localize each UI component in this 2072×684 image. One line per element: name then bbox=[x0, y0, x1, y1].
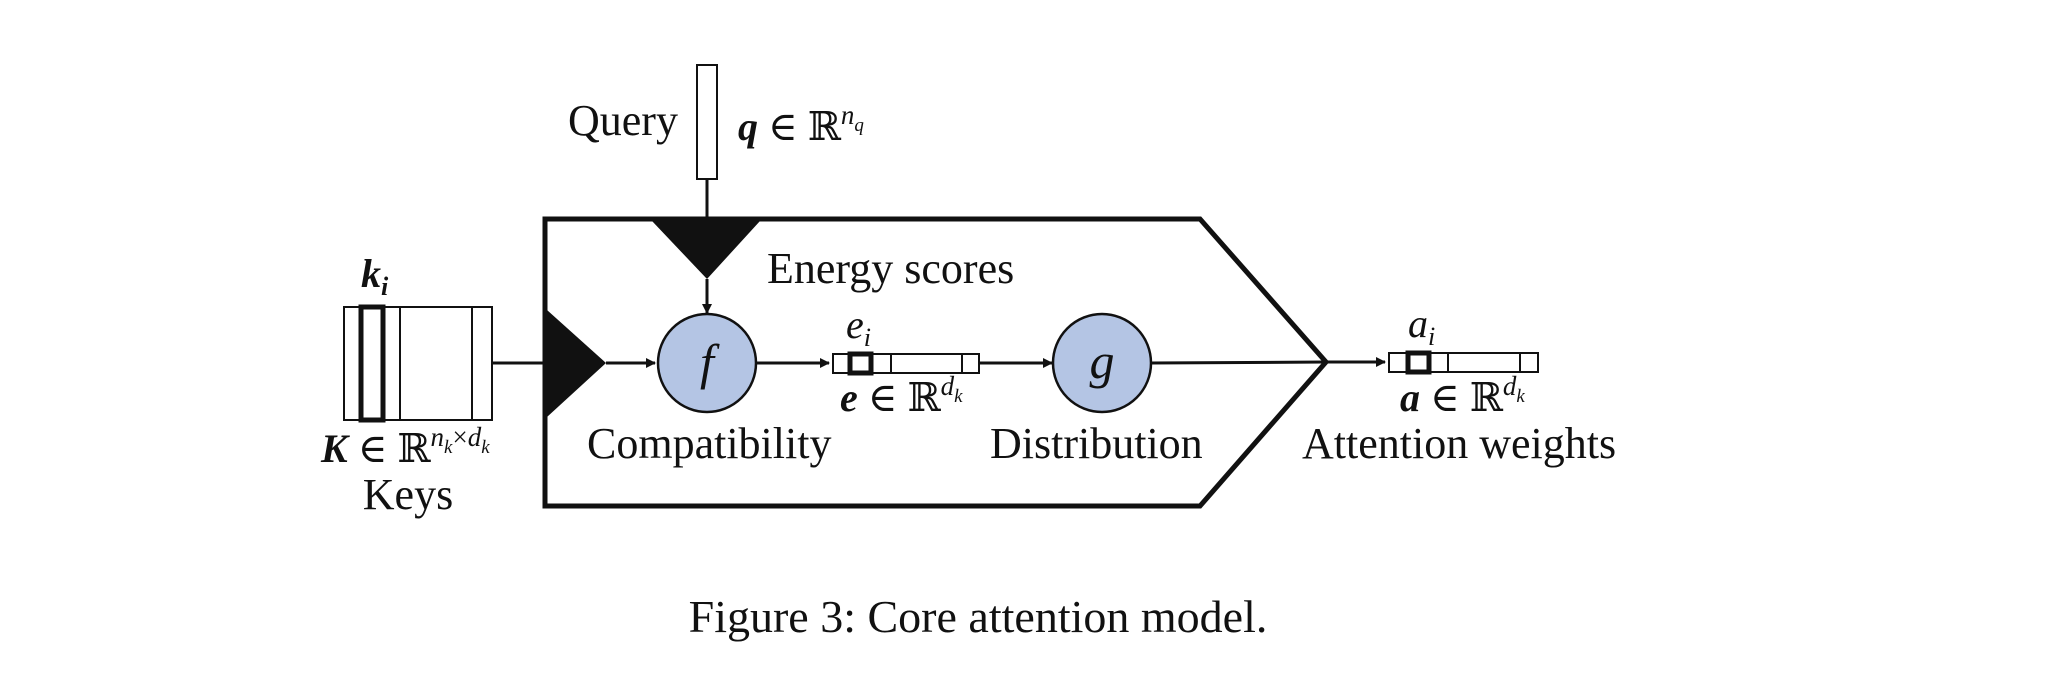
energy-item-highlight bbox=[847, 351, 874, 376]
energy-vector bbox=[832, 351, 980, 376]
query-math: q ∈ ℝnq bbox=[738, 100, 864, 149]
attention-block-outline bbox=[542, 216, 1330, 509]
key-column-highlight bbox=[358, 304, 386, 423]
g-to-apex-line bbox=[1150, 360, 1327, 365]
attention-item-label: ai bbox=[1408, 301, 1435, 351]
query-funnel-triangle bbox=[652, 221, 760, 279]
figure-caption: Figure 3: Core attention model. bbox=[689, 591, 1268, 642]
attention-vector bbox=[1388, 350, 1539, 375]
query-vector bbox=[696, 64, 718, 180]
distribution-label: Distribution bbox=[990, 419, 1203, 468]
key-item-label: ki bbox=[361, 251, 389, 301]
attention-weights-label: Attention weights bbox=[1302, 419, 1616, 468]
keys-math: K ∈ ℝnk×dk bbox=[320, 422, 490, 471]
attention-item-highlight bbox=[1405, 350, 1432, 375]
energy-item-label: ei bbox=[846, 302, 871, 352]
distribution-symbol: g bbox=[1090, 333, 1115, 389]
energy-math: e ∈ ℝdk bbox=[840, 371, 963, 420]
keys-funnel-triangle bbox=[547, 310, 606, 417]
keys-label: Keys bbox=[363, 470, 453, 519]
attention-math: a ∈ ℝdk bbox=[1400, 371, 1525, 420]
query-label: Query bbox=[568, 96, 678, 145]
compatibility-label: Compatibility bbox=[587, 419, 831, 468]
keys-matrix bbox=[343, 304, 493, 423]
energy-scores-label: Energy scores bbox=[767, 244, 1014, 293]
